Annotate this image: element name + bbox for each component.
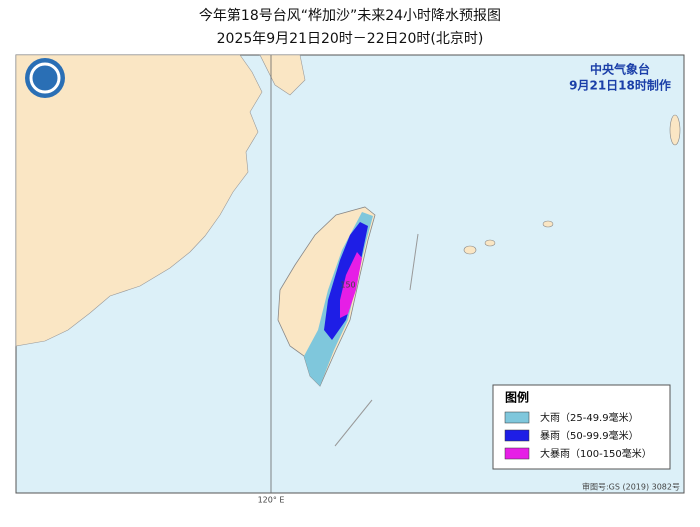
max-label: 150 [340, 281, 355, 290]
island [484, 239, 496, 247]
mainland [15, 54, 263, 347]
ridge [409, 233, 419, 291]
issued-time: 9月21日18时制作 [569, 78, 671, 93]
island [669, 114, 681, 146]
legend-title: 图例 [505, 390, 529, 405]
heavy-rainstorm-area [340, 252, 362, 318]
legend-swatch [504, 447, 530, 460]
title: 今年第18号台风“桦加沙”未来24小时降水预报图 [199, 7, 501, 24]
legend-item: 大暴雨（100-150毫米） [540, 447, 652, 460]
island [542, 220, 554, 228]
ridge [334, 399, 373, 447]
logo-ring [29, 62, 61, 94]
legend-swatch [504, 429, 530, 442]
legend-swatch [504, 411, 530, 424]
longitude-label: 120° E [258, 496, 285, 505]
agency: 中央气象台 [590, 62, 650, 77]
island [463, 245, 477, 255]
approval: 审图号:GS (2019) 3082号 [582, 482, 680, 492]
subtitle: 2025年9月21日20时－22日20时(北京时) [217, 31, 484, 47]
legend-item: 大雨（25-49.9毫米） [540, 411, 639, 424]
legend-item: 暴雨（50-99.9毫米） [540, 429, 639, 442]
